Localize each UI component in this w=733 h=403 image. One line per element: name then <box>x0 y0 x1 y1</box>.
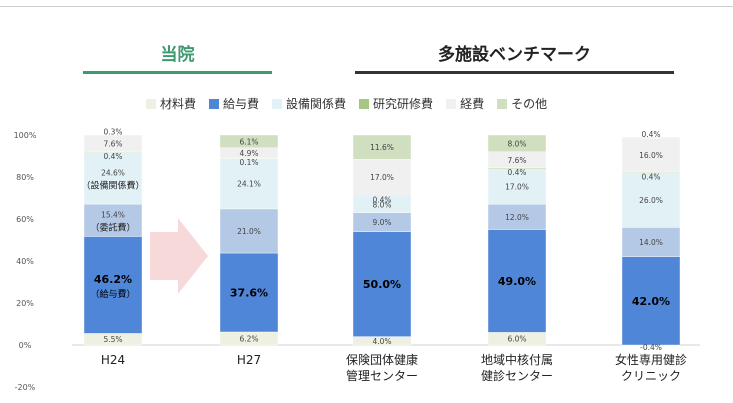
data-label-research: 0.4% <box>641 172 660 181</box>
data-label-expense: 7.6% <box>507 156 526 165</box>
data-sublabel-salary: （給与費） <box>90 288 135 300</box>
legend-swatch <box>209 98 220 109</box>
legend-label: 設備関係費 <box>286 97 347 111</box>
data-label-equipment: 26.0% <box>639 196 663 205</box>
data-label-salary: 50.0% <box>363 278 401 291</box>
legend-swatch <box>446 98 457 109</box>
data-sublabel-equipment: （設備関係費） <box>81 179 144 191</box>
bar-segment-outsourcing <box>621 227 681 257</box>
data-label-outsourcing: 15.4% <box>101 210 125 219</box>
legend-label: その他 <box>511 97 548 111</box>
bar-segment-other <box>621 137 681 139</box>
legend-swatch <box>359 98 370 109</box>
data-label-salary: 46.2% <box>94 273 132 286</box>
legend-item: 給与費 <box>209 95 259 112</box>
y-tick-label: 40% <box>16 257 34 266</box>
y-tick-label: 60% <box>16 215 34 224</box>
data-label-expense: 17.0% <box>370 173 394 182</box>
y-tick-label: 20% <box>16 299 34 308</box>
heading-our-hospital: 当院 <box>160 45 195 65</box>
legend-label: 研究研修費 <box>373 97 434 111</box>
data-label-other: 0.3% <box>103 127 122 136</box>
bar-segment-outsourcing <box>219 208 279 254</box>
y-tick-label: 0% <box>19 341 32 350</box>
data-label-material: 4.0% <box>372 337 391 346</box>
bar-segment-salary <box>487 229 547 333</box>
data-label-material: -0.4% <box>640 343 662 352</box>
legend-item: 材料費 <box>146 95 196 112</box>
y-tick-label: 80% <box>16 173 34 182</box>
data-label-other: 6.1% <box>239 137 258 146</box>
data-label-expense: 16.0% <box>639 151 663 160</box>
heading-benchmark: 多施設ベンチマーク <box>438 45 591 65</box>
data-sublabel-outsourcing: （委託費） <box>90 221 135 233</box>
bar-segment-expense <box>352 159 412 196</box>
x-category-label: 保険団体健康 <box>346 352 418 367</box>
data-label-research: 0.4% <box>103 152 122 161</box>
x-category-label: 女性専用健診 <box>615 352 687 367</box>
bar-segment-equipment <box>83 152 143 205</box>
x-category-label: H24 <box>101 353 125 367</box>
data-label-other: 8.0% <box>507 139 526 148</box>
bar-segment-outsourcing <box>487 204 547 230</box>
legend-item: その他 <box>497 95 547 112</box>
data-label-outsourcing: 21.0% <box>237 227 261 236</box>
bar-segment-salary <box>352 231 412 337</box>
data-label-salary: 42.0% <box>632 295 670 308</box>
x-category-label: クリニック <box>621 369 681 383</box>
legend-item: 設備関係費 <box>272 95 346 112</box>
data-label-other: 11.6% <box>370 143 394 152</box>
x-category-label: H27 <box>237 353 261 367</box>
bar-segment-other <box>219 134 279 149</box>
bar-segment-other <box>487 134 547 152</box>
bar-segment-outsourcing <box>83 203 143 237</box>
data-label-salary: 49.0% <box>498 275 536 288</box>
legend-item: 研究研修費 <box>359 95 433 112</box>
data-label-research: 0.1% <box>239 158 258 167</box>
data-label-other: 0.4% <box>641 130 660 139</box>
transition-arrow <box>150 218 208 294</box>
data-label-material: 6.2% <box>239 334 258 343</box>
data-label-salary: 37.6% <box>230 287 268 300</box>
bar-segment-expense <box>621 138 681 173</box>
data-label-equipment: 8.0% <box>372 200 391 209</box>
data-label-expense: 7.6% <box>103 140 122 149</box>
y-tick-label: 100% <box>14 131 37 140</box>
bar-segment-other <box>352 134 412 160</box>
legend-label: 給与費 <box>223 97 260 111</box>
data-label-material: 5.5% <box>103 335 122 344</box>
data-label-outsourcing: 12.0% <box>505 213 529 222</box>
data-label-equipment: 24.1% <box>237 180 261 189</box>
legend-swatch <box>497 98 508 109</box>
heading-benchmark-underline <box>355 71 674 74</box>
bar-segment-other <box>83 134 143 136</box>
legend-label: 経費 <box>460 97 485 111</box>
data-label-equipment: 17.0% <box>505 182 529 191</box>
bar-segment-salary <box>219 252 279 333</box>
legend-swatch <box>272 98 283 109</box>
heading-our-hospital-underline <box>83 71 272 74</box>
x-category-label: 健診センター <box>481 368 553 383</box>
data-label-research: 0.4% <box>372 195 391 204</box>
data-label-outsourcing: 9.0% <box>372 218 391 227</box>
x-category-label: 管理センター <box>346 368 418 383</box>
bar-segment-salary <box>621 256 681 346</box>
data-label-expense: 4.9% <box>239 149 258 158</box>
data-label-material: 6.0% <box>507 335 526 344</box>
legend-item: 経費 <box>446 95 484 112</box>
x-category-label: 地域中核付属 <box>481 352 553 367</box>
y-tick-label: -20% <box>15 383 36 392</box>
data-label-equipment: 24.6% <box>101 168 125 177</box>
bar-segment-equipment <box>487 168 547 205</box>
bar-segment-equipment <box>621 172 681 228</box>
data-label-research: 0.4% <box>507 168 526 177</box>
top-divider <box>0 6 733 7</box>
legend-label: 材料費 <box>160 97 197 111</box>
bar-segment-equipment <box>219 158 279 210</box>
data-label-outsourcing: 14.0% <box>639 238 663 247</box>
legend-swatch <box>146 98 156 109</box>
legend: 材料費 給与費 設備関係費 研究研修費 経費 その他 <box>146 95 560 112</box>
